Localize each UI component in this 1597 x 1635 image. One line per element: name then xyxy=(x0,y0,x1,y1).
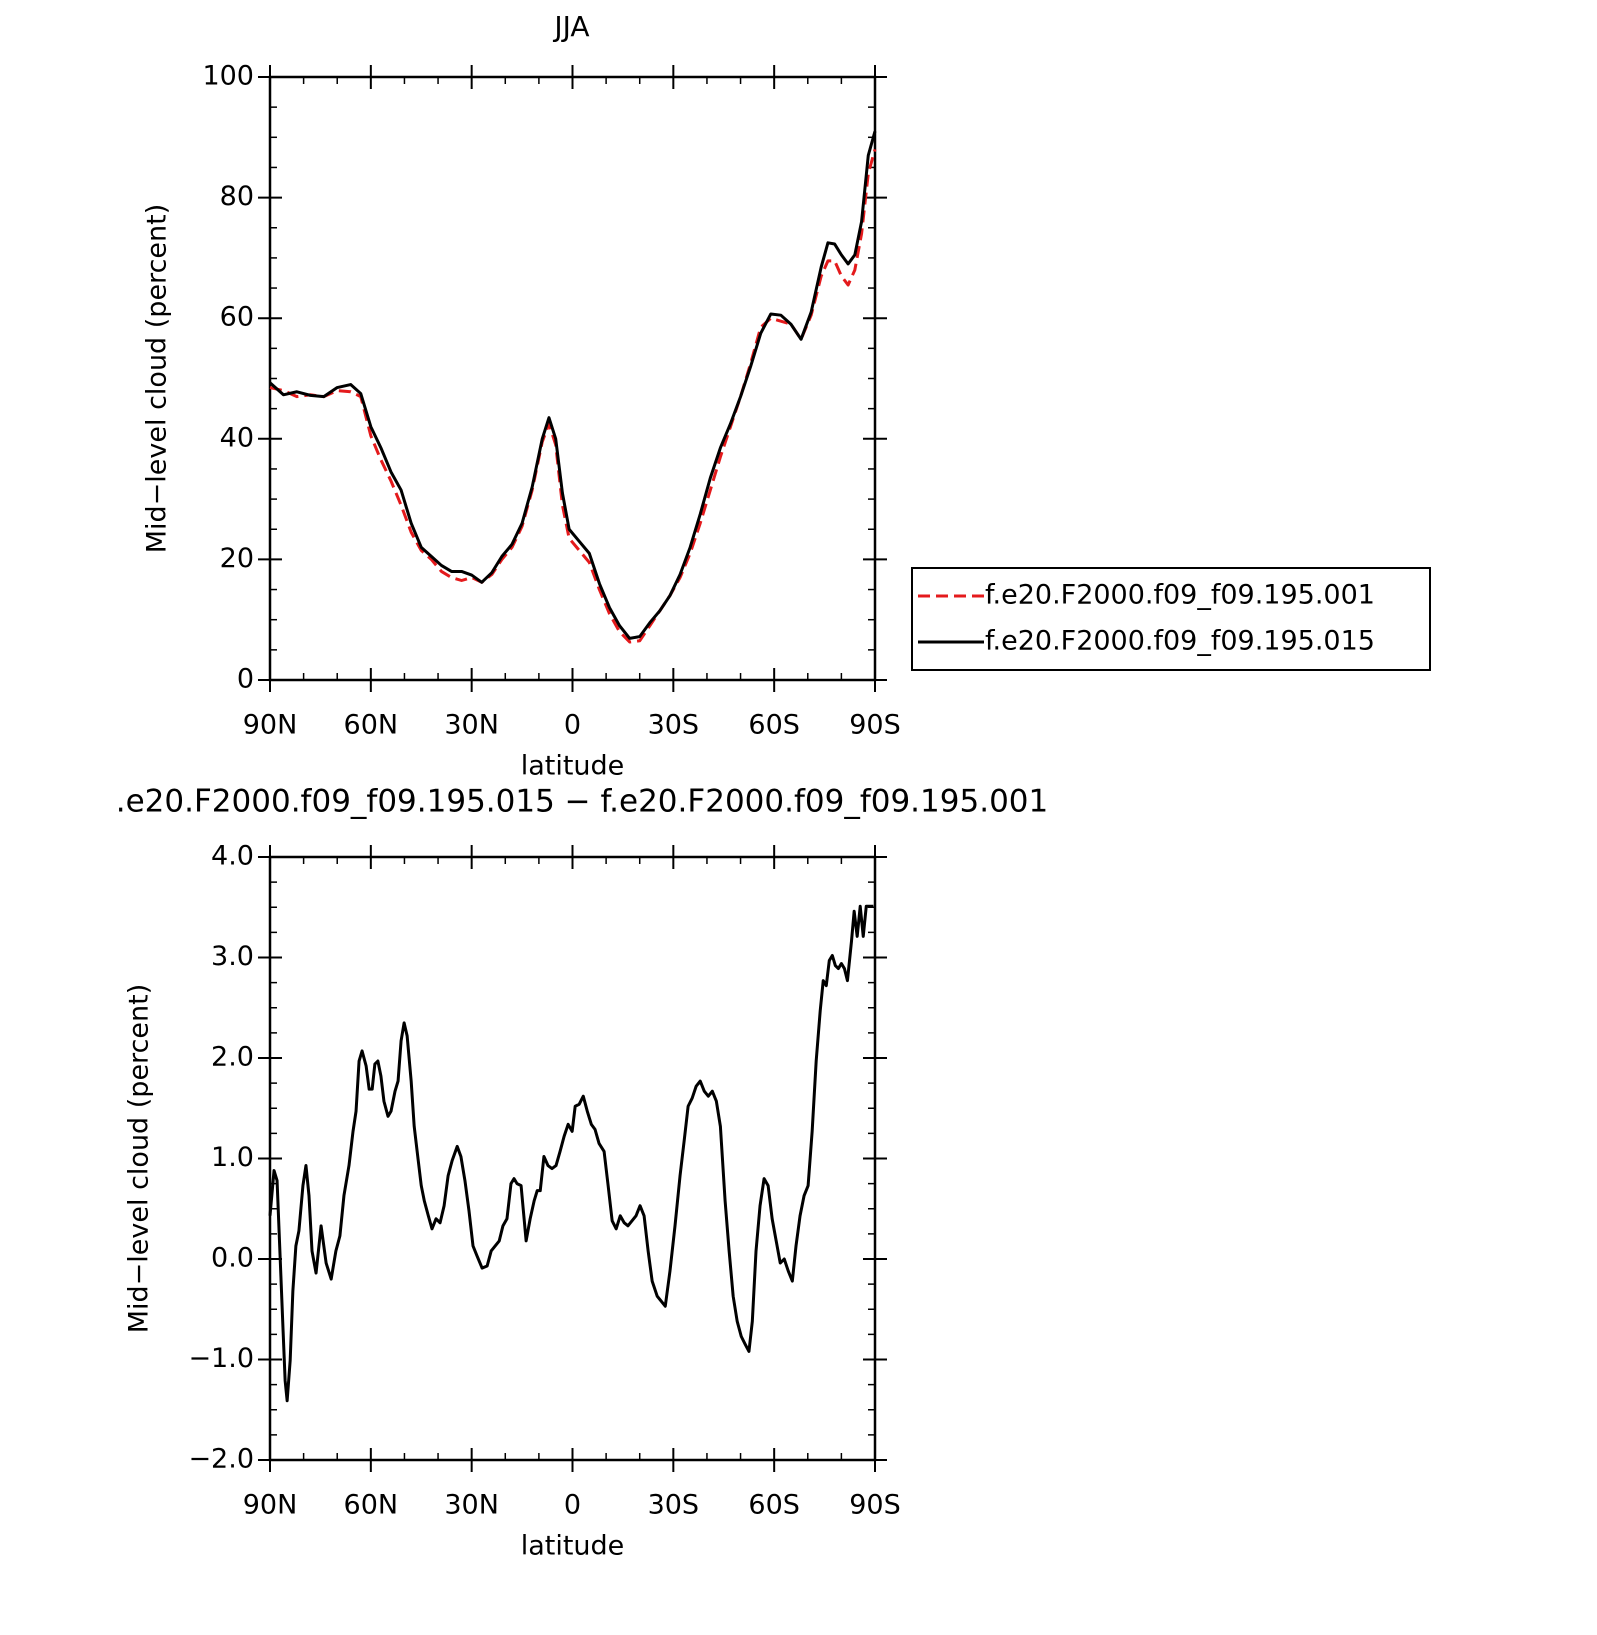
legend-box xyxy=(911,567,1431,671)
chart-title: .e20.F2000.f09_f09.195.015 − f.e20.F2000… xyxy=(116,784,1048,820)
x-tick-label: 60N xyxy=(344,1490,399,1521)
x-tick-label: 90N xyxy=(243,710,298,741)
x-tick-label: 30N xyxy=(444,710,499,741)
y-tick-label: 80 xyxy=(220,181,254,212)
plot-frame xyxy=(268,855,877,1462)
x-axis-label: latitude xyxy=(521,751,625,782)
y-tick-label: 0.0 xyxy=(211,1243,254,1274)
x-tick-label: 90N xyxy=(243,1490,298,1521)
legend-label: f.e20.F2000.f09_f09.195.015 xyxy=(985,626,1375,657)
y-tick-label: 20 xyxy=(220,543,254,574)
x-tick-label: 60S xyxy=(748,1490,800,1521)
data-line xyxy=(268,904,874,1403)
y-tick-label: 100 xyxy=(202,61,254,92)
x-axis-label: latitude xyxy=(521,1531,625,1562)
y-tick-label: 0 xyxy=(237,664,254,695)
y-tick-label: 1.0 xyxy=(211,1142,254,1173)
x-tick-label: 60S xyxy=(748,710,800,741)
x-tick-label: 60N xyxy=(344,710,399,741)
x-tick-label: 30N xyxy=(444,1490,499,1521)
data-line xyxy=(268,130,877,640)
y-tick-label: 2.0 xyxy=(211,1042,254,1073)
y-tick-label: 4.0 xyxy=(211,841,254,872)
y-tick-label: 60 xyxy=(220,302,254,333)
x-tick-label: 90S xyxy=(849,1490,901,1521)
chart-title: JJA xyxy=(552,10,589,43)
y-tick-label: 40 xyxy=(220,422,254,453)
y-tick-label: 3.0 xyxy=(211,941,254,972)
x-tick-label: 0 xyxy=(564,1490,581,1521)
legend-label: f.e20.F2000.f09_f09.195.001 xyxy=(985,580,1375,611)
x-tick-label: 30S xyxy=(648,1490,700,1521)
y-tick-label: −2.0 xyxy=(188,1444,254,1475)
y-axis-label: Mid−level cloud (percent) xyxy=(142,204,173,554)
x-tick-label: 30S xyxy=(648,710,700,741)
plot-frame xyxy=(268,75,877,682)
y-tick-label: −1.0 xyxy=(188,1343,254,1374)
x-tick-label: 0 xyxy=(564,710,581,741)
y-axis-label: Mid−level cloud (percent) xyxy=(124,984,155,1334)
x-tick-label: 90S xyxy=(849,710,901,741)
